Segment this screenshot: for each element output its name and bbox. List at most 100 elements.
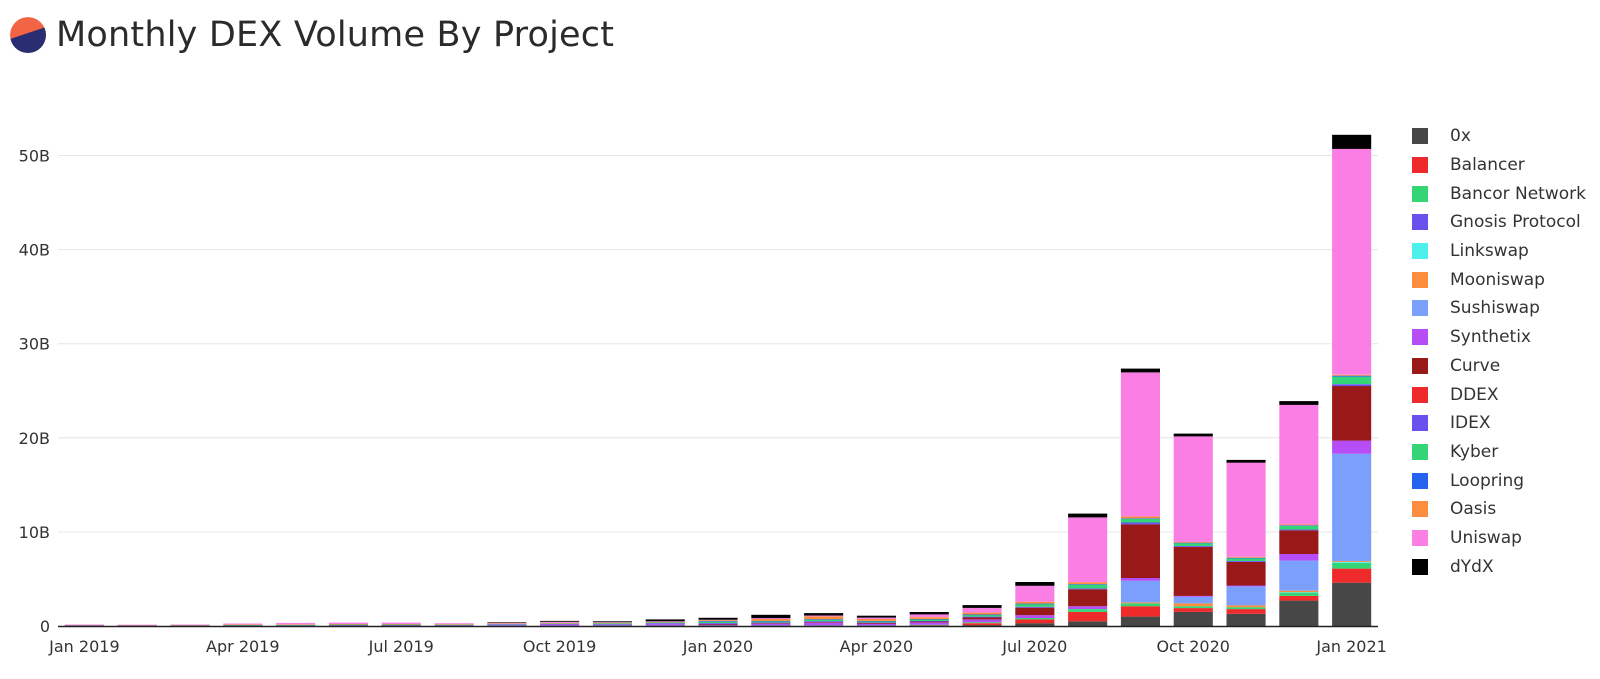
bar-segment	[1226, 586, 1266, 606]
legend-item[interactable]: Kyber	[1412, 438, 1586, 467]
bar-segment	[698, 621, 738, 624]
bar-segment	[698, 623, 738, 624]
bar-segment	[962, 616, 1002, 618]
bar-segment	[962, 619, 1002, 623]
bar-segment	[1226, 613, 1266, 626]
legend-swatch	[1412, 415, 1428, 432]
legend-label: Sushiswap	[1450, 298, 1540, 319]
bar-segment	[64, 624, 104, 626]
bar-segment	[1226, 605, 1266, 608]
bar-segment	[1173, 433, 1213, 437]
bar-segment	[1068, 517, 1108, 583]
y-tick-label: 50B	[19, 147, 50, 166]
x-tick-label: Apr 2020	[840, 637, 913, 656]
legend-item[interactable]: Synthetix	[1412, 323, 1586, 352]
bar-segment	[328, 624, 368, 625]
legend-label: Synthetix	[1450, 327, 1531, 348]
bar-segment	[645, 621, 685, 622]
bar-segment	[1332, 440, 1372, 454]
bar-segment	[962, 605, 1002, 608]
legend-item[interactable]: Linkswap	[1412, 237, 1586, 266]
bar-segment	[909, 614, 949, 618]
bar-segment	[434, 624, 474, 625]
legend-item[interactable]: DDEX	[1412, 380, 1586, 409]
legend-swatch	[1412, 443, 1428, 460]
bar-segment	[909, 625, 949, 626]
bar-segment	[1279, 554, 1319, 561]
legend-label: Mooniswap	[1450, 269, 1545, 290]
legend-item[interactable]: Uniswap	[1412, 524, 1586, 553]
logo-icon	[10, 17, 46, 53]
bar-segment	[1068, 513, 1108, 518]
bar-segment	[751, 623, 791, 624]
bar-segment	[1226, 562, 1266, 586]
bar-segment	[276, 624, 316, 625]
legend-label: Linkswap	[1450, 241, 1529, 262]
legend-label: IDEX	[1450, 413, 1491, 434]
bar-segment	[909, 619, 949, 620]
bar-segment	[804, 622, 844, 626]
bar-stack	[434, 623, 474, 627]
bar-segment	[1226, 561, 1266, 562]
bar-segment	[487, 623, 527, 625]
legend-swatch	[1412, 157, 1428, 174]
legend-item[interactable]: dYdX	[1412, 552, 1586, 581]
y-tick-label: 20B	[19, 429, 50, 448]
bar-stack	[909, 612, 949, 627]
bar-segment	[1173, 595, 1213, 597]
bar-segment	[1332, 148, 1372, 375]
bar-segment	[1279, 530, 1319, 554]
x-tick-label: Jan 2020	[682, 637, 753, 656]
bar-segment	[1332, 384, 1372, 387]
legend-swatch	[1412, 558, 1428, 575]
bar-segment	[962, 607, 1002, 613]
legend-item[interactable]: 0x	[1412, 122, 1586, 151]
bar-segment	[1332, 375, 1372, 377]
legend-item[interactable]: Sushiswap	[1412, 294, 1586, 323]
bar-segment	[1173, 436, 1213, 542]
bar-segment	[1279, 595, 1319, 601]
bar-segment	[1120, 602, 1160, 604]
bar-segment	[962, 612, 1002, 615]
bar-segment	[1120, 606, 1160, 617]
bar-segment	[381, 624, 421, 625]
bar-segment	[1173, 543, 1213, 546]
bar-segment	[487, 623, 527, 624]
bar-segment	[1120, 368, 1160, 373]
bar-segment	[698, 624, 738, 625]
bar-segment	[1120, 578, 1160, 581]
bar-segment	[540, 623, 580, 625]
bar-segment	[1332, 582, 1372, 626]
legend-item[interactable]: Mooniswap	[1412, 265, 1586, 294]
legend-label: Loopring	[1450, 470, 1525, 491]
bar-stack	[540, 620, 580, 627]
bar-segment	[1279, 590, 1319, 593]
bar-segment	[592, 622, 632, 624]
legend-item[interactable]: Oasis	[1412, 495, 1586, 524]
bar-segment	[381, 622, 421, 624]
bar-segment	[645, 619, 685, 622]
legend-item[interactable]: IDEX	[1412, 409, 1586, 438]
x-tick-label: Apr 2019	[206, 637, 279, 656]
bar-segment	[1173, 596, 1213, 604]
bar-segment	[381, 624, 421, 626]
legend-item[interactable]: Balancer	[1412, 151, 1586, 180]
bar-segment	[276, 624, 316, 626]
bar-segment	[1015, 601, 1055, 604]
x-axis-ticks: Jan 2019 Apr 2019 Jul 2019 Oct 2019 Jan 2020…	[48, 637, 1387, 656]
bar-segment	[64, 625, 104, 626]
bar-segment	[751, 619, 791, 621]
bar-segment	[645, 621, 685, 623]
bar-segment	[1068, 589, 1108, 607]
legend-item[interactable]: Curve	[1412, 352, 1586, 381]
legend-swatch	[1412, 501, 1428, 518]
bar-segment	[1015, 615, 1055, 618]
bar-segment	[751, 614, 791, 619]
legend-item[interactable]: Loopring	[1412, 466, 1586, 495]
bar-segment	[1120, 603, 1160, 607]
legend-item[interactable]: Bancor Network	[1412, 179, 1586, 208]
bar-segment	[1173, 546, 1213, 547]
legend-item[interactable]: Gnosis Protocol	[1412, 208, 1586, 237]
bar-segment	[1279, 600, 1319, 626]
